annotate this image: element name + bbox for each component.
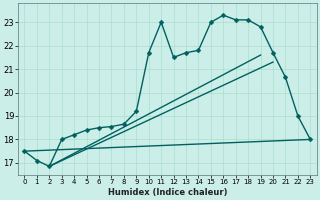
X-axis label: Humidex (Indice chaleur): Humidex (Indice chaleur) (108, 188, 227, 197)
